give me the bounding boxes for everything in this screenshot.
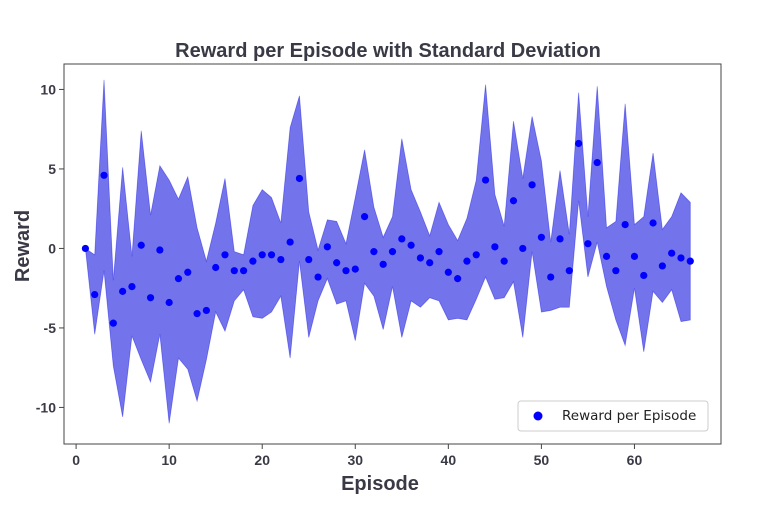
data-point	[267, 251, 276, 259]
data-point	[81, 244, 89, 253]
data-point	[593, 158, 601, 167]
y-axis-label: Reward	[12, 210, 34, 282]
data-point	[119, 287, 127, 295]
x-tick-label: 30	[347, 452, 363, 468]
x-tick-label: 60	[627, 452, 643, 468]
legend-marker	[533, 411, 543, 421]
data-point	[509, 197, 518, 205]
data-point	[212, 263, 220, 272]
data-point	[500, 257, 508, 265]
data-point	[612, 267, 620, 275]
data-point	[472, 251, 480, 259]
data-point	[668, 249, 676, 257]
y-tick-label: 5	[48, 161, 56, 177]
x-axis-label: Episode	[341, 473, 419, 495]
x-tick-label: 50	[534, 452, 550, 468]
data-point	[156, 246, 164, 254]
data-point	[286, 238, 294, 246]
data-point	[109, 319, 117, 327]
data-point	[202, 306, 210, 315]
data-point	[249, 257, 257, 265]
data-point	[426, 259, 434, 267]
data-point	[435, 248, 443, 256]
data-point	[370, 248, 378, 256]
data-point	[463, 257, 471, 265]
legend-label: Reward per Episode	[562, 408, 696, 424]
data-point	[537, 233, 546, 241]
data-point	[360, 213, 369, 221]
data-point	[137, 241, 145, 249]
data-point	[193, 310, 201, 318]
data-point	[454, 275, 462, 283]
data-point	[230, 267, 238, 275]
data-point	[184, 268, 192, 276]
data-point	[165, 298, 173, 307]
y-tick-label: 0	[48, 240, 56, 256]
data-point	[677, 254, 685, 262]
data-point	[174, 275, 183, 283]
y-tick-label: 10	[40, 81, 56, 97]
x-tick-label: 40	[441, 452, 457, 468]
data-point	[314, 273, 322, 281]
data-point	[342, 267, 350, 275]
y-tick-label: -5	[44, 320, 57, 336]
data-point	[658, 262, 666, 270]
chart-title: Reward per Episode with Standard Deviati…	[175, 40, 601, 62]
data-point	[575, 139, 583, 148]
data-point	[640, 271, 648, 280]
plot-area-frame	[63, 63, 722, 445]
data-point	[407, 241, 415, 249]
data-point	[277, 255, 285, 264]
data-point	[547, 273, 555, 281]
data-point	[323, 243, 331, 251]
x-tick-label: 0	[72, 452, 80, 468]
legend: Reward per Episode	[517, 400, 709, 432]
data-point	[100, 171, 108, 179]
data-point	[258, 251, 266, 259]
std-dev-band	[84, 79, 691, 424]
data-point	[630, 252, 639, 260]
x-tick-label: 20	[254, 452, 270, 468]
data-point	[221, 251, 229, 259]
data-point	[519, 244, 527, 253]
data-point	[649, 219, 657, 227]
data-point	[584, 240, 592, 248]
data-point	[416, 254, 425, 262]
y-tick-label: -10	[36, 399, 56, 415]
data-point	[686, 257, 694, 265]
data-point	[146, 294, 155, 302]
x-tick-label: 10	[161, 452, 177, 468]
data-point	[295, 174, 304, 183]
data-point	[444, 268, 452, 276]
legend-box	[517, 400, 709, 432]
data-point	[556, 235, 564, 243]
data-point	[305, 255, 313, 264]
data-point	[388, 248, 397, 256]
data-point	[351, 265, 359, 273]
data-point	[621, 220, 629, 229]
data-point	[528, 181, 536, 189]
data-point	[491, 243, 499, 251]
data-point	[333, 259, 341, 267]
data-point	[481, 176, 490, 184]
data-point	[379, 260, 387, 268]
data-point	[602, 252, 611, 260]
data-point	[128, 282, 136, 291]
data-point	[398, 235, 406, 243]
data-point	[240, 267, 248, 275]
data-point	[565, 267, 573, 275]
data-point	[91, 290, 99, 299]
